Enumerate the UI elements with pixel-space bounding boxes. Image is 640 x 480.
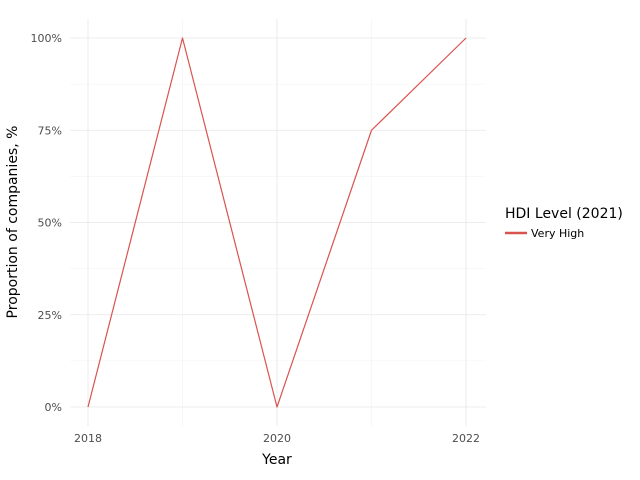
x-tick-label: 2018 [74,432,102,445]
grid [70,19,486,426]
series-layer [87,37,467,408]
y-tick-label: 100% [31,32,62,45]
x-tick-label: 2020 [263,432,291,445]
legend-label: Very High [531,227,584,240]
x-axis-ticks: 2018 2020 2022 [74,432,480,445]
series-line [87,37,467,408]
y-tick-label: 0% [45,401,62,414]
legend: HDI Level (2021) Very High [505,206,623,240]
y-tick-label: 25% [38,309,62,322]
x-tick-label: 2022 [452,432,480,445]
legend-entries: Very High [505,227,584,240]
legend-title: HDI Level (2021) [505,206,623,222]
y-tick-label: 50% [38,217,62,230]
x-axis-title: Year [261,452,292,468]
y-tick-label: 75% [38,124,62,137]
y-axis-ticks: 0% 25% 50% 75% 100% [31,32,62,414]
y-axis-title: Proportion of companies, % [5,126,21,319]
